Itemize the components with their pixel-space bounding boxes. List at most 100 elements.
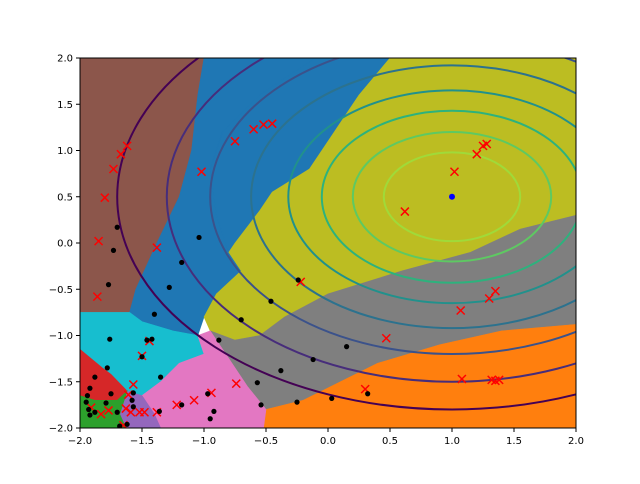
x-marker-stroke	[122, 141, 132, 151]
x-axis: −2.0 −1.5 −1.0 −0.5 0.0 0.5 1.0 1.5 2.0	[68, 428, 584, 447]
x-marker-stroke	[449, 167, 460, 177]
x-marker-point	[381, 333, 391, 343]
y-tick-label: −2.0	[49, 424, 73, 435]
x-marker-point	[456, 305, 466, 316]
class-regions	[80, 58, 576, 428]
x-marker-point	[482, 139, 492, 149]
dot-marker-point	[87, 385, 93, 391]
dot-marker-point	[139, 354, 145, 360]
dot-marker-point	[278, 368, 284, 374]
x-tick-label: 0.5	[382, 436, 398, 447]
y-tick-label: −0.5	[49, 285, 73, 296]
contour-line-7	[116, 58, 576, 411]
x-tick-label: 1.5	[506, 436, 522, 447]
x-marker-point	[116, 149, 126, 159]
x-marker-stroke	[126, 407, 136, 417]
dot-marker-point	[295, 277, 301, 283]
contour-line-2	[320, 109, 576, 284]
x-marker-point	[94, 236, 104, 246]
y-tick-label: 1.0	[57, 146, 73, 157]
contour-line-5	[209, 58, 576, 355]
contour-line-4	[250, 64, 576, 330]
dot-marker-point	[156, 408, 162, 414]
contour-line-1	[351, 131, 553, 263]
dot-marker-point	[124, 421, 130, 427]
x-marker-point	[100, 193, 110, 203]
dot-marker-point	[258, 402, 264, 408]
x-marker-stroke	[296, 277, 306, 287]
data-points	[83, 119, 504, 428]
dot-marker-point	[365, 391, 371, 397]
dot-marker-point	[107, 336, 113, 342]
x-marker-stroke	[482, 139, 492, 149]
dot-marker-point	[207, 416, 213, 422]
x-marker-stroke	[96, 409, 106, 419]
y-tick-label: −1.5	[49, 377, 73, 388]
contour-line-0	[382, 151, 522, 243]
class-region-10	[80, 389, 128, 428]
dot-marker-point	[196, 234, 202, 241]
dot-marker-point	[130, 390, 136, 396]
x-marker-stroke	[121, 404, 131, 414]
dot-marker-point	[92, 409, 98, 415]
dot-marker-point	[254, 380, 260, 386]
class-region-7	[141, 330, 267, 428]
x-marker-stroke	[490, 286, 500, 296]
x-marker-stroke	[487, 375, 497, 385]
x-marker-point	[189, 395, 199, 405]
x-marker-point	[258, 120, 269, 130]
dot-marker-point	[216, 337, 222, 343]
dot-marker-point	[105, 282, 112, 288]
x-marker-point	[126, 407, 136, 417]
x-marker-stroke	[116, 149, 126, 159]
x-marker-stroke	[196, 167, 207, 177]
dot-marker-point	[238, 317, 244, 323]
dot-marker-point	[129, 397, 135, 403]
x-marker-point	[134, 407, 145, 417]
contour-line-3	[287, 89, 576, 305]
dot-marker-point	[110, 247, 117, 253]
x-marker-point	[231, 379, 241, 389]
y-tick-label: −1.0	[49, 331, 73, 342]
x-marker-point	[472, 149, 482, 159]
dot-marker-point	[310, 356, 316, 363]
dot-marker-point	[294, 399, 300, 405]
x-marker-point	[103, 405, 114, 415]
dot-marker-point	[149, 336, 155, 342]
y-tick-label: 2.0	[57, 54, 73, 65]
x-marker-stroke	[152, 243, 162, 253]
x-marker-stroke	[267, 119, 277, 129]
x-marker-point	[230, 136, 240, 146]
x-marker-stroke	[472, 149, 482, 159]
x-marker-stroke	[494, 375, 504, 385]
dot-marker-point	[211, 408, 217, 414]
x-marker-stroke	[100, 193, 110, 203]
x-marker-stroke	[92, 292, 102, 302]
dot-marker-point	[117, 423, 123, 428]
x-marker-point	[400, 207, 410, 217]
x-marker-stroke	[360, 384, 370, 394]
dot-marker-point	[344, 344, 350, 350]
x-marker-point	[490, 286, 500, 296]
dot-marker-point	[179, 259, 185, 266]
x-marker-stroke	[249, 124, 259, 134]
dot-marker-point	[108, 391, 114, 397]
x-marker-point	[196, 167, 207, 177]
y-tick-label: 1.5	[57, 100, 73, 111]
x-tick-label: 2.0	[568, 436, 584, 447]
dot-marker-point	[151, 311, 157, 317]
x-marker-stroke	[381, 333, 391, 343]
x-marker-point	[457, 374, 467, 384]
x-tick-label: −0.5	[254, 436, 278, 447]
dot-marker-point	[103, 400, 109, 406]
dot-marker-point	[158, 374, 164, 380]
x-marker-point	[484, 293, 494, 304]
x-marker-stroke	[231, 379, 241, 389]
x-marker-stroke	[230, 136, 240, 146]
x-marker-stroke	[128, 379, 138, 390]
x-tick-label: −1.0	[192, 436, 216, 447]
contour-line-6	[165, 58, 576, 383]
x-tick-label: 0.0	[320, 436, 336, 447]
